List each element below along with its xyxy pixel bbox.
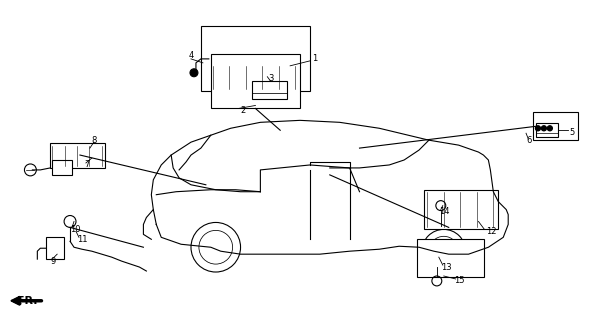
Text: 4: 4 [189,52,194,60]
Circle shape [190,69,198,77]
Text: FR.: FR. [16,296,37,306]
Bar [417,239,484,277]
Bar [533,112,578,140]
Circle shape [541,126,546,131]
Text: 12: 12 [486,227,497,236]
Text: 3: 3 [268,74,274,83]
Text: 11: 11 [77,235,87,244]
Bar [211,54,300,108]
Bar [536,123,558,137]
Text: 6: 6 [526,136,531,145]
Text: 13: 13 [441,263,452,272]
Bar [424,190,498,229]
Bar [52,160,72,175]
Text: 8: 8 [92,136,97,145]
Text: 14: 14 [439,207,449,216]
Text: 15: 15 [453,276,464,285]
Circle shape [548,126,552,131]
Bar [201,26,310,91]
Text: 2: 2 [240,106,246,115]
Bar [46,237,64,259]
Text: 9: 9 [50,257,55,266]
Bar [50,143,105,168]
Text: 7: 7 [84,160,89,170]
Bar [253,81,287,99]
Text: 10: 10 [70,225,81,234]
Text: 5: 5 [569,128,575,137]
Circle shape [535,126,540,131]
Text: 1: 1 [312,54,317,63]
